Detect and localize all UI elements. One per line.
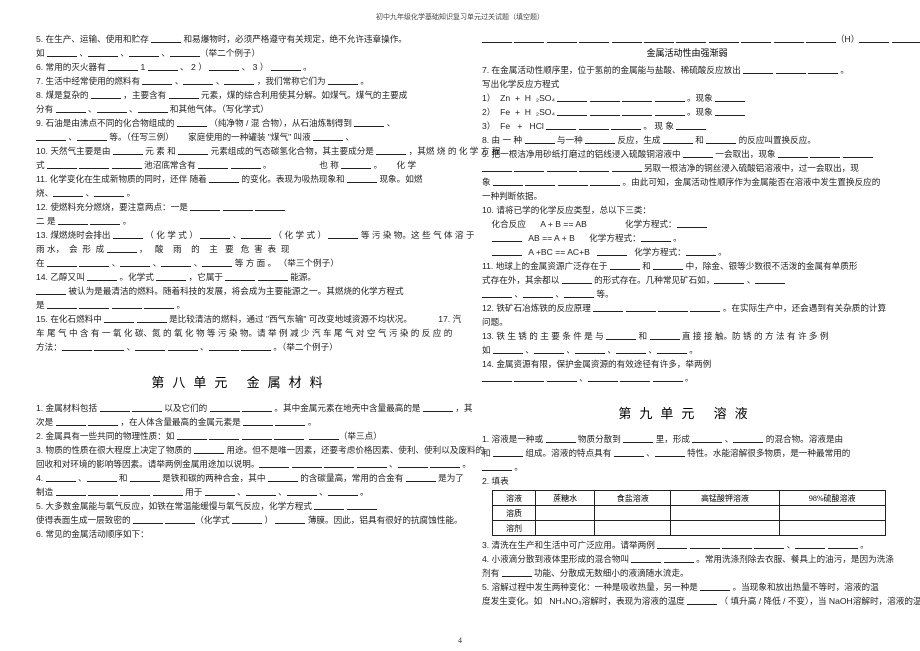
q11-l1: 11. 化学变化在生成新物质的同时，还伴 随着 的变化。表现为吸热现象和 现象。…	[36, 172, 446, 186]
cell	[779, 521, 885, 536]
q13-l1: 13. 煤燃烧时会排出 （ 化 学 式 ） 、 （ 化 学 式 ） 等 污 染 …	[36, 228, 446, 242]
r-q7-l1: 7. 在金属活动性顺序里，位于氢前的金属能与盐酸、稀硫酸反应放出 。	[482, 63, 892, 77]
u8-q3-l1: 3. 物质的性质在很大程度上决定了物质的 用途。但不是唯一因素，还要考虑价格因素…	[36, 443, 446, 457]
worksheet-header: 初中九年级化学基础知识复习单元过关试题（填空题）	[0, 12, 920, 22]
u9-q4-l2: 剂有 功能、分散成无数细小的液滴随水流走。	[482, 566, 892, 580]
u9-q1-l2: 和 组成。溶液的特点具有 、 特性。水能溶解很多物质，是一种最常用的	[482, 446, 892, 460]
r-q12-l2: 问题。	[482, 315, 892, 329]
q8-l1: 8. 煤是复杂的 ，主要含有 元素，煤的综合利用使其分解。如煤气。煤气的主要成	[36, 88, 446, 102]
r-q7-l5: 3） Fe + HCl 。 现 象	[482, 119, 892, 133]
cell: 溶剂	[493, 521, 536, 536]
r-q10-l3: AB == A + B 化学方程式： 。	[482, 231, 892, 245]
q15-l2: 车 尾 气 中 含 有 一 氧 化 碳、氮 的 氧 化 物 等 污 染 物。请 …	[36, 326, 446, 340]
q15-l1: 15. 在化石燃料中 是比较清洁的燃料，通过 "西气东输" 可改变地域资源不均状…	[36, 312, 446, 326]
q5-l2: 如 、 、 、（举二个例子）	[36, 46, 446, 60]
r-q8: 8. 由 一 种 与一种 反应，生成 和 的反应叫置换反应。	[482, 133, 892, 147]
u9-q5-l1: 5. 溶解过程中发生两种变化：一种是吸收热量，另一种是 。当现象和放出热量不等时…	[482, 580, 892, 594]
left-column: 5. 在生产、运输、使用和贮存 和易爆物时，必须严格遵守有关规定，绝不允许违章操…	[36, 14, 464, 643]
q7: 7. 生活中经常使用的燃料有 、 、 ，我们常称它们为 。	[36, 74, 446, 88]
cell	[779, 506, 885, 521]
u9-q1-l3: 。	[482, 460, 892, 474]
table-row: 溶质	[493, 506, 886, 521]
q15-l3: 方法： 、 、 。（举二个例子）	[36, 340, 446, 354]
page-number: 4	[0, 636, 920, 645]
r-q13-l2: 如 、 、 、 、 。	[482, 343, 892, 357]
u9-q4-l1: 4. 小液滴分散到液体里形成的混合物叫 。常用洗涤剂除去衣服、餐具上的油污，是因…	[482, 552, 892, 566]
r-q9-l4: 一种判断依据。	[482, 189, 892, 203]
u9-q1-l1: 1. 溶液是一种或 物质分散到 里，形成 、 的混合物。溶液是由	[482, 432, 892, 446]
r-q7-l2: 写出化学反应方程式	[482, 77, 892, 91]
cell	[671, 506, 780, 521]
u8-q4-l1: 4. 、 和 是铁和碳的两种合金，其中 的含碳量高，常用的合金有 是为了	[36, 471, 446, 485]
r-q10-l2: 化合反应 A + B == AB 化学方程式：	[482, 217, 892, 231]
u8-q3-l2: 回收和对环境的影响等因素。请举两例金属用途加以说明。 、 。	[36, 457, 446, 471]
cell	[536, 521, 595, 536]
q8-l2: 分有 、 、 和其他气体。（写化学式）	[36, 102, 446, 116]
q13-l3: 在 、 、 、 等 方 面 。 （举三个例子）	[36, 256, 446, 270]
r-q13-l1: 13. 铁 生 锈 的 主 要 条 件 是 与 和 直 接 接 触。防 锈 的 …	[482, 329, 892, 343]
r-q7-l3: 1） Zn + H ₂SO₄ 。现象	[482, 91, 892, 105]
q10-l2: 式 池沼底常含有 。 也 称 。 化 学	[36, 158, 446, 172]
r-q10-l1: 10. 请将已学的化学反应类型，总以下三类：	[482, 203, 892, 217]
u8-q1-l1: 1. 金属材料包括 以及它们的 。其中金属元素在地壳中含量最高的是 ，其	[36, 401, 446, 415]
q14c: 是 。	[36, 298, 446, 312]
q14: 14. 乙醇又叫 。化学式 ，它属于 能源。	[36, 270, 446, 284]
r-q10-l4: A +BC == AC+B 化学方程式： 。	[482, 245, 892, 259]
q9-l2: 、 等。（任写三例） 家庭使用的一种罐装 "煤气" 叫液 、	[36, 130, 446, 144]
u8-q5-l2: 使得表面生成一层致密的 （化学式 ） 薄膜。因此，铝具有很好的抗腐蚀性能。	[36, 513, 446, 527]
q6: 6. 常用的灭火器有 1 、 2 ） 、 3 ） 。	[36, 60, 446, 74]
r-q11-l1: 11. 地球上的金属资源广泛存在于 和 中，除金、银等少数很不活泼的金属有单质形	[482, 259, 892, 273]
r-q11-l2: 式存在外，其余都以 的形式存在。几种常见矿石如， 、	[482, 273, 892, 287]
u8-q5-l1: 5. 大多数金属能与氧气反应，如铁在常温能缓慢与氧气反应，化学方程式	[36, 499, 446, 513]
q12-l2: 二 是 。	[36, 214, 446, 228]
r-q9-l3: 象 。由此可知，金属活动性顺序作为金属能否在溶液中发生置换反应的	[482, 175, 892, 189]
table-header-row: 溶液 蔗糖水 食盐溶液 高锰酸钾溶液 98%硫酸溶液	[493, 491, 886, 506]
cell	[671, 521, 780, 536]
q13-l2: 雨 水， 会 形 成 ， 酸 雨 的 主 要 危 害 表 现	[36, 242, 446, 256]
q11-l2: 烧、 、 。	[36, 186, 446, 200]
th-2: 食盐溶液	[595, 491, 671, 506]
unit9-title: 第九单元 溶液	[482, 403, 892, 422]
q12-l1: 12. 使燃料充分燃烧，要注意两点：一是	[36, 200, 446, 214]
u9-q2: 2. 填表	[482, 474, 892, 488]
u8-q1-l2: 次是 ，在人体含量最高的金属元素是 。	[36, 415, 446, 429]
cell	[595, 521, 671, 536]
cell: 溶质	[493, 506, 536, 521]
th-0: 溶液	[493, 491, 536, 506]
q14b: 被认为是最清洁的燃料。随着科技的发展，将会成为主要能源之一。其燃烧的化学方程式	[36, 284, 446, 298]
u8-q2: 2. 金属具有一些共同的物理性质：如 （举三点）	[36, 429, 446, 443]
r-q9-l1: 9. 把一根洁净用砂纸打磨过的铝线浸入硫酸铜溶液中 一会取出，现象	[482, 147, 892, 161]
q10-l1: 10. 天然气主要是由 元 素 和 元素组成的气态碳氢化合物，其主要成分是 ，其…	[36, 144, 446, 158]
u9-q5-l2: 度发生变化。如 NH₄NO₃溶解时，表现为溶液的温度 （ 填升高 / 降低 / …	[482, 594, 892, 608]
u8-q4-l2: 制造 用于 、 、 、 。	[36, 485, 446, 499]
q5-l1: 5. 在生产、运输、使用和贮存 和易爆物时，必须严格遵守有关规定，绝不允许违章操…	[36, 32, 446, 46]
metal-series: （H）	[482, 32, 892, 46]
r-q9-l2: 另取一根洁净的铜丝浸入硫酸铝溶液中，过一会取出，现	[482, 161, 892, 175]
cell	[536, 506, 595, 521]
r-q11-l3: 、 、 等。	[482, 287, 892, 301]
unit8-title: 第八单元 金属材料	[36, 372, 446, 391]
th-3: 高锰酸钾溶液	[671, 491, 780, 506]
table-row: 溶剂	[493, 521, 886, 536]
u9-q3: 3. 清洗在生产和生活中可广泛应用。请举两例 、 。	[482, 538, 892, 552]
r-q14-l1: 14. 金属资源有限，保护金属资源的有效途径有许多，举两例	[482, 357, 892, 371]
r-q14-l2: 、 。	[482, 371, 892, 385]
th-1: 蔗糖水	[536, 491, 595, 506]
q9-l1: 9. 石油是由沸点不同的化合物组成的 （纯净物 / 混 合物），从石油炼制得到 …	[36, 116, 446, 130]
cell	[595, 506, 671, 521]
metal-series-caption: 金属活动性由强渐弱	[482, 46, 892, 59]
r-q12-l1: 12. 铁矿石冶炼铁的反应原理 。在实际生产中，还会遇到有关杂质的计算	[482, 301, 892, 315]
right-column: （H） 金属活动性由强渐弱 7. 在金属活动性顺序里，位于氢前的金属能与盐酸、稀…	[464, 14, 892, 643]
th-4: 98%硫酸溶液	[779, 491, 885, 506]
solution-table: 溶液 蔗糖水 食盐溶液 高锰酸钾溶液 98%硫酸溶液 溶质 溶剂	[492, 490, 886, 536]
r-q7-l4: 2） Fe + H ₂SO₄ 。现象	[482, 105, 892, 119]
u8-q6: 6. 常见的金属活动顺序如下：	[36, 527, 446, 541]
